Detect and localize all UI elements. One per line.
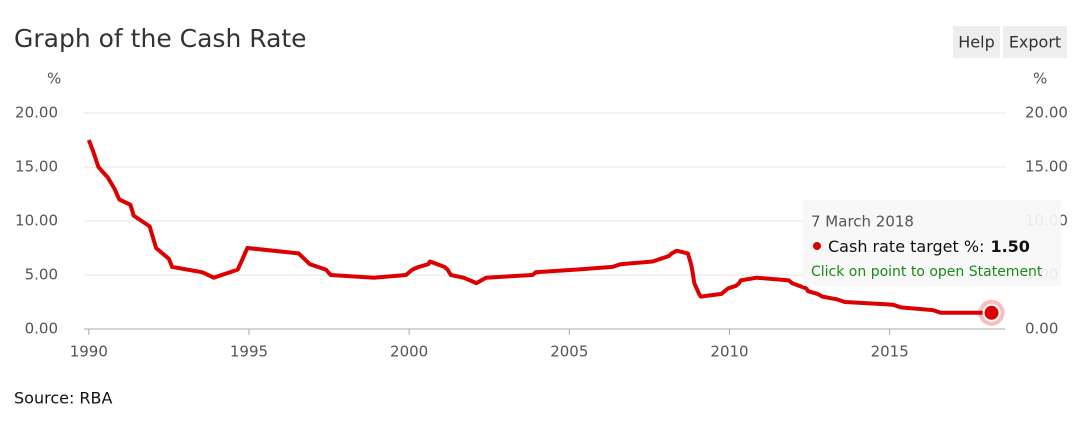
y-tick-label: 5.00 <box>25 266 58 284</box>
x-tick-label: 1990 <box>70 343 108 361</box>
highlight-point <box>982 303 1001 322</box>
y2-axis-label: % <box>1033 70 1047 88</box>
series-line <box>86 139 992 315</box>
help-button[interactable] <box>953 26 1000 58</box>
source: Source: RBA <box>14 389 113 408</box>
help-label[interactable]: Help <box>958 33 994 52</box>
tooltip-series: Cash rate target %: 1.50 <box>828 237 1030 256</box>
y-tick-label: 10.00 <box>15 212 58 230</box>
x-tick-label: 2005 <box>550 343 588 361</box>
x-tick-label: 2015 <box>871 343 909 361</box>
x-tick-label: 1995 <box>230 343 268 361</box>
x-tick-label: 2010 <box>710 343 748 361</box>
chart-title: Graph of the Cash Rate <box>14 24 307 53</box>
y-axis-label: % <box>47 70 61 88</box>
y-tick-label: 15.00 <box>15 158 58 176</box>
tooltip-marker <box>813 242 821 250</box>
tooltip-box <box>803 200 1061 286</box>
export-button[interactable] <box>1003 26 1067 58</box>
y2-tick-label: 20.00 <box>1025 104 1068 122</box>
y-tick-label: 20.00 <box>15 104 58 122</box>
tooltip-date: 7 March 2018 <box>811 213 914 231</box>
y2-tick-label: 15.00 <box>1025 158 1068 176</box>
x-tick-label: 2000 <box>390 343 428 361</box>
tooltip-value: 1.50 <box>990 237 1029 256</box>
export-label[interactable]: Export <box>1009 33 1061 52</box>
y-tick-label: 0.00 <box>25 320 58 338</box>
y2-tick-label: 0.00 <box>1025 320 1058 338</box>
tooltip-hint: Click on point to open Statement <box>811 264 1043 280</box>
tooltip-series-name: Cash rate target %: <box>828 237 984 256</box>
